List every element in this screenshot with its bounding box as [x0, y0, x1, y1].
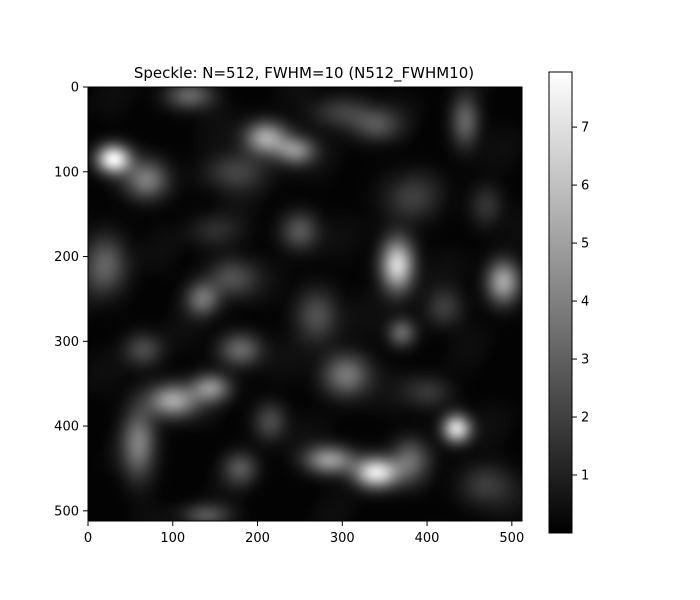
chart-title: Speckle: N=512, FWHM=10 (N512_FWHM10) [134, 64, 474, 83]
plot-frame [87, 86, 523, 522]
y-tick-label: 500 [54, 504, 79, 519]
y-tick-label: 0 [71, 81, 79, 96]
x-tick-label: 300 [330, 531, 355, 546]
y-tick-label: 300 [54, 335, 79, 350]
colorbar: 1 2 3 4 5 6 7 [548, 71, 589, 534]
y-tick-label: 200 [54, 250, 79, 265]
x-tick-label: 0 [84, 531, 92, 546]
colorbar-tick-label: 5 [581, 237, 589, 252]
y-tick-label: 100 [54, 165, 79, 180]
colorbar-ticks: 1 2 3 4 5 6 7 [572, 121, 589, 484]
x-axis: 0 100 200 300 400 500 [84, 521, 524, 546]
x-tick-label: 500 [499, 531, 524, 546]
x-tick-label: 200 [245, 531, 270, 546]
y-tick-label: 400 [54, 420, 79, 435]
speckle-heatmap [88, 87, 522, 521]
y-axis: 0 100 200 300 400 500 [54, 81, 88, 519]
colorbar-tick-label: 1 [581, 469, 589, 484]
x-tick-label: 400 [415, 531, 440, 546]
colorbar-tick-label: 7 [581, 121, 589, 136]
plot-area [87, 86, 523, 522]
colorbar-gradient [548, 71, 573, 534]
colorbar-tick-label: 6 [581, 179, 589, 194]
colorbar-tick-label: 3 [581, 353, 589, 368]
colorbar-tick-label: 4 [581, 295, 589, 310]
x-tick-label: 100 [160, 531, 185, 546]
colorbar-tick-label: 2 [581, 411, 589, 426]
